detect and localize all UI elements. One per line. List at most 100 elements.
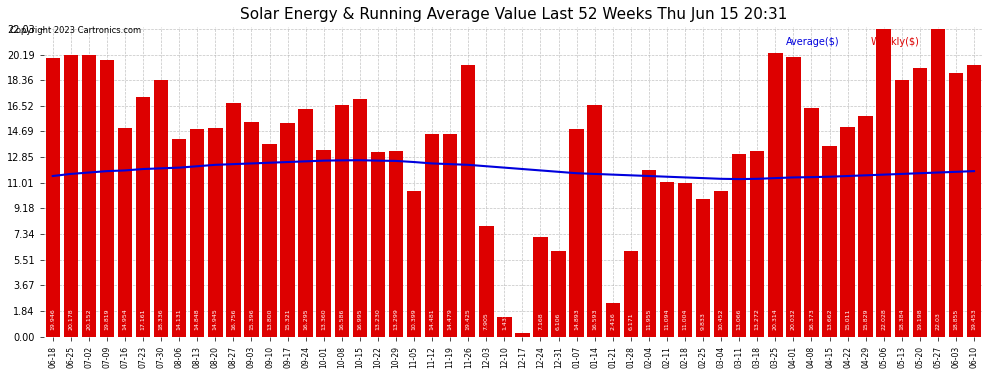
Text: Copyright 2023 Cartronics.com: Copyright 2023 Cartronics.com xyxy=(10,26,141,35)
Bar xyxy=(153,81,168,337)
Bar xyxy=(262,144,277,337)
Text: 20.032: 20.032 xyxy=(791,308,796,330)
Bar xyxy=(479,226,494,337)
Bar xyxy=(100,60,114,337)
Bar xyxy=(335,105,349,337)
Bar xyxy=(280,123,295,337)
Text: 22.03: 22.03 xyxy=(936,312,940,330)
Bar xyxy=(118,128,133,337)
Text: 15.011: 15.011 xyxy=(845,308,850,330)
Bar xyxy=(913,68,927,337)
Text: 13.299: 13.299 xyxy=(393,308,398,330)
Bar xyxy=(659,182,674,337)
Bar xyxy=(732,154,746,337)
Bar xyxy=(407,191,422,337)
Bar xyxy=(804,108,819,337)
Text: 9.833: 9.833 xyxy=(701,312,706,330)
Bar xyxy=(352,99,367,337)
Text: 19.425: 19.425 xyxy=(465,308,470,330)
Bar xyxy=(858,116,873,337)
Text: 14.893: 14.893 xyxy=(574,308,579,330)
Text: 19.453: 19.453 xyxy=(971,308,976,330)
Text: 13.662: 13.662 xyxy=(827,308,832,330)
Bar xyxy=(370,152,385,337)
Bar xyxy=(172,139,186,337)
Bar xyxy=(245,122,258,337)
Bar xyxy=(967,65,981,337)
Bar xyxy=(931,29,945,337)
Text: 15.829: 15.829 xyxy=(863,308,868,330)
Text: Average($): Average($) xyxy=(786,37,840,46)
Text: 19.198: 19.198 xyxy=(918,308,923,330)
Bar xyxy=(515,333,530,337)
Bar xyxy=(786,57,801,337)
Text: 6.106: 6.106 xyxy=(556,312,561,330)
Text: 11.955: 11.955 xyxy=(646,308,651,330)
Bar xyxy=(948,73,963,337)
Text: 20.178: 20.178 xyxy=(68,308,73,330)
Text: 16.295: 16.295 xyxy=(303,308,308,330)
Text: 13.066: 13.066 xyxy=(737,308,742,330)
Bar xyxy=(81,55,96,337)
Text: 15.396: 15.396 xyxy=(248,308,254,330)
Text: 10.452: 10.452 xyxy=(719,308,724,330)
Text: 0.243: 0.243 xyxy=(520,312,525,330)
Text: 11.094: 11.094 xyxy=(664,308,669,330)
Bar xyxy=(497,317,512,337)
Text: Weekly($): Weekly($) xyxy=(870,37,919,46)
Text: 20.152: 20.152 xyxy=(86,308,91,330)
Bar xyxy=(841,127,854,337)
Bar xyxy=(46,58,60,337)
Text: 19.819: 19.819 xyxy=(105,308,110,330)
Bar xyxy=(876,29,891,337)
Text: 20.314: 20.314 xyxy=(773,308,778,330)
Bar xyxy=(642,170,656,337)
Text: 19.946: 19.946 xyxy=(50,308,55,330)
Bar xyxy=(696,200,710,337)
Bar xyxy=(895,80,909,337)
Bar xyxy=(624,251,638,337)
Bar xyxy=(317,150,331,337)
Text: 18.336: 18.336 xyxy=(158,308,163,330)
Text: 16.756: 16.756 xyxy=(231,308,236,330)
Text: 16.995: 16.995 xyxy=(357,308,362,330)
Bar xyxy=(750,151,764,337)
Text: 15.321: 15.321 xyxy=(285,308,290,330)
Bar xyxy=(136,97,150,337)
Text: 16.593: 16.593 xyxy=(592,308,597,330)
Text: 11.004: 11.004 xyxy=(682,308,687,330)
Text: 18.384: 18.384 xyxy=(899,308,904,330)
Text: 14.848: 14.848 xyxy=(195,308,200,330)
Bar xyxy=(461,65,475,337)
Bar xyxy=(226,102,241,337)
Text: 22.028: 22.028 xyxy=(881,308,886,330)
Text: 1.431: 1.431 xyxy=(502,312,507,330)
Bar xyxy=(569,129,584,337)
Text: 7.168: 7.168 xyxy=(538,312,543,330)
Text: 14.954: 14.954 xyxy=(123,308,128,330)
Bar xyxy=(425,134,440,337)
Bar xyxy=(587,105,602,337)
Text: 7.905: 7.905 xyxy=(484,312,489,330)
Text: 16.373: 16.373 xyxy=(809,308,814,330)
Bar xyxy=(389,151,403,337)
Bar xyxy=(678,183,692,337)
Title: Solar Energy & Running Average Value Last 52 Weeks Thu Jun 15 20:31: Solar Energy & Running Average Value Las… xyxy=(240,7,787,22)
Text: 13.800: 13.800 xyxy=(267,308,272,330)
Text: 2.416: 2.416 xyxy=(610,312,615,330)
Bar xyxy=(823,146,837,337)
Bar xyxy=(208,128,223,337)
Bar xyxy=(551,251,565,337)
Bar xyxy=(443,134,457,337)
Text: 14.481: 14.481 xyxy=(430,308,435,330)
Text: 14.945: 14.945 xyxy=(213,308,218,330)
Text: 6.171: 6.171 xyxy=(629,312,634,330)
Bar xyxy=(768,53,782,337)
Text: 16.586: 16.586 xyxy=(340,308,345,330)
Bar xyxy=(534,237,547,337)
Bar xyxy=(190,129,205,337)
Bar xyxy=(714,190,729,337)
Text: 13.272: 13.272 xyxy=(754,308,759,330)
Bar xyxy=(606,303,620,337)
Bar xyxy=(298,109,313,337)
